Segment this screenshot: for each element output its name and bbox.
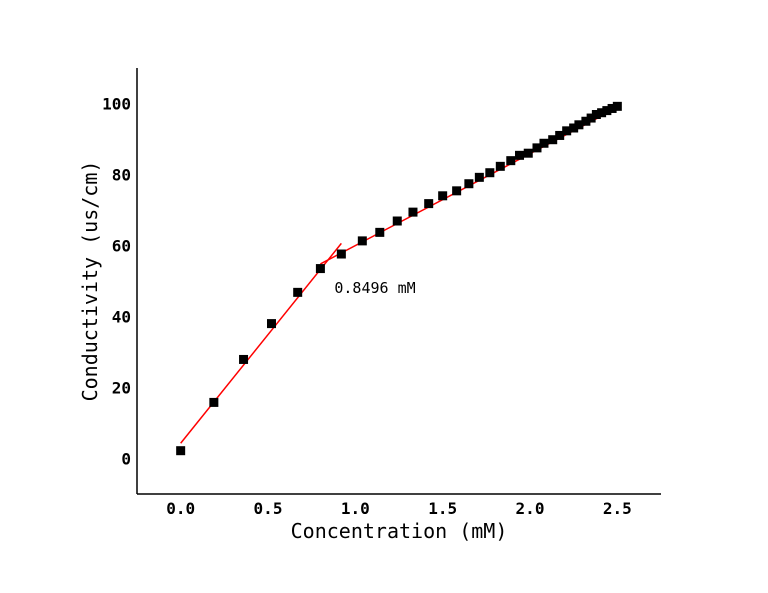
y-tick-label: 80	[112, 166, 131, 185]
data-point	[574, 120, 584, 130]
data-point	[375, 227, 385, 237]
y-tick-label: 60	[112, 237, 131, 256]
data-point	[209, 397, 219, 407]
data-point	[438, 191, 448, 201]
data-point	[239, 354, 249, 364]
data-point	[176, 446, 186, 456]
data-point	[452, 186, 462, 196]
breakpoint-annotation: 0.8496 mM	[334, 279, 415, 297]
data-point	[495, 161, 505, 171]
x-tick-label: 1.0	[341, 499, 370, 518]
data-point	[515, 150, 525, 160]
y-tick-label: 100	[102, 95, 131, 114]
data-point	[424, 199, 434, 209]
data-point	[474, 172, 484, 182]
axes: 0.0 0.5 1.0 1.5 2.0 2.5 0 20 40 60 80 100	[102, 68, 661, 518]
data-point	[602, 106, 612, 116]
data-point	[586, 113, 596, 123]
data-point	[591, 110, 601, 120]
data-point	[532, 143, 542, 153]
fit-lines	[180, 107, 618, 444]
y-axis-title: Conductivity (us/cm)	[78, 161, 102, 402]
x-axis-title: Concentration (mM)	[291, 519, 508, 543]
data-point	[392, 216, 402, 226]
data-point	[581, 116, 591, 126]
data-point	[357, 236, 367, 246]
data-point	[266, 319, 276, 329]
fit-line	[180, 242, 342, 444]
x-tick-label: 2.5	[603, 499, 632, 518]
data-point	[612, 101, 622, 111]
data-point	[485, 168, 495, 178]
y-tick-label: 20	[112, 379, 131, 398]
data-point	[464, 179, 474, 189]
data-point	[523, 148, 533, 158]
data-points	[176, 101, 622, 456]
y-tick-label: 40	[112, 308, 131, 327]
x-tick-label: 2.0	[516, 499, 545, 518]
data-point	[293, 287, 303, 297]
data-point	[408, 207, 418, 217]
data-point	[597, 108, 607, 118]
data-point	[548, 135, 558, 145]
y-tick-label: 0	[121, 450, 131, 469]
data-point	[569, 123, 579, 133]
data-point	[315, 264, 325, 274]
data-point	[539, 138, 549, 148]
x-tick-label: 1.5	[428, 499, 457, 518]
data-point	[336, 249, 346, 259]
data-point	[562, 126, 572, 136]
data-point	[607, 103, 617, 113]
data-point	[555, 130, 565, 140]
x-tick-label: 0.0	[166, 499, 195, 518]
x-tick-label: 0.5	[254, 499, 283, 518]
data-point	[506, 156, 516, 166]
